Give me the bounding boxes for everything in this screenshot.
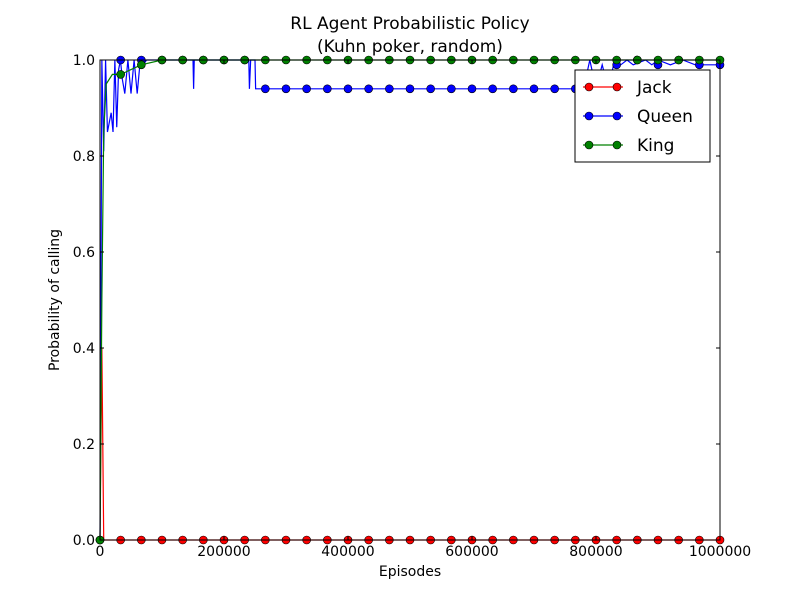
x-tick-label: 200000 — [197, 544, 250, 560]
queen-data-point — [550, 84, 559, 94]
x-axis-label: Episodes — [379, 564, 441, 580]
legend-marker-jack — [612, 82, 622, 92]
queen-data-point — [261, 84, 270, 94]
king-data-point — [137, 60, 146, 70]
x-tick-label: 0 — [96, 544, 105, 560]
queen-data-point — [467, 84, 477, 94]
legend-label-queen: Queen — [637, 107, 693, 127]
ticks-layer: 0 200000 400000 600000 800000 1000000 0.0 0.2 0.… — [73, 53, 751, 560]
x-tick-label: 400000 — [321, 544, 374, 560]
y-tick-label: 0.0 — [73, 533, 95, 549]
legend-entries: Jack Queen King — [583, 78, 693, 156]
queen-data-point — [281, 84, 291, 94]
y-tick-label: 1.0 — [73, 53, 95, 69]
legend-marker-queen — [584, 111, 594, 121]
y-tick-label: 0.8 — [73, 149, 95, 165]
legend: Jack Queen King — [574, 69, 711, 163]
legend-marker-queen — [612, 111, 622, 121]
queen-data-point — [405, 84, 415, 94]
queen-data-point — [529, 84, 539, 94]
plot-frame — [99, 59, 721, 541]
y-axis-label: Probability of calling — [47, 229, 63, 371]
y-tick-label: 0.4 — [73, 341, 95, 357]
king-data-point — [116, 70, 125, 79]
y-tick-label: 0.2 — [73, 437, 95, 453]
queen-data-point — [385, 84, 394, 94]
queen-data-point — [323, 84, 332, 94]
chart-subtitle: (Kuhn poker, random) — [317, 37, 503, 57]
queen-data-point — [509, 84, 518, 94]
queen-data-point — [447, 84, 456, 94]
x-tick-label: 800000 — [569, 544, 622, 560]
legend-marker-jack — [584, 82, 594, 92]
legend-label-king: King — [637, 136, 674, 156]
x-tick-label: 1000000 — [689, 544, 751, 560]
queen-data-point — [364, 84, 373, 94]
x-tick-label: 600000 — [445, 544, 498, 560]
queen-data-point — [343, 84, 353, 94]
legend-marker-king — [612, 140, 622, 150]
chart-title: RL Agent Probabilistic Policy — [290, 14, 529, 34]
queen-data-point — [426, 84, 435, 94]
queen-data-point — [302, 84, 311, 94]
legend-marker-king — [584, 140, 594, 150]
legend-label-jack: Jack — [636, 78, 672, 98]
queen-data-point — [488, 84, 497, 94]
y-tick-label: 0.6 — [73, 245, 95, 261]
